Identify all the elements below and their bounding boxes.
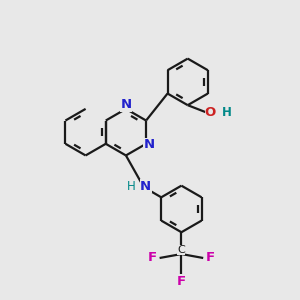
Text: O: O xyxy=(205,106,216,118)
Text: H: H xyxy=(221,106,231,118)
Text: F: F xyxy=(206,251,215,265)
Text: N: N xyxy=(120,98,131,111)
Text: N: N xyxy=(140,180,151,193)
Text: N: N xyxy=(143,138,155,151)
Text: F: F xyxy=(177,275,186,288)
Text: F: F xyxy=(148,251,157,265)
Text: H: H xyxy=(127,180,135,193)
Text: C: C xyxy=(178,245,185,255)
